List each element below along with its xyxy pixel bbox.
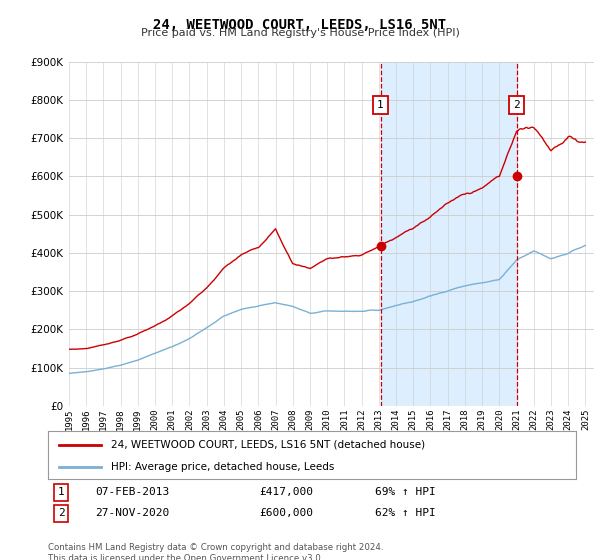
Text: 2: 2	[58, 508, 65, 519]
Text: 1: 1	[377, 100, 384, 110]
Text: £417,000: £417,000	[259, 487, 313, 497]
Text: 1: 1	[58, 487, 65, 497]
Text: Contains HM Land Registry data © Crown copyright and database right 2024.
This d: Contains HM Land Registry data © Crown c…	[48, 543, 383, 560]
Text: 24, WEETWOOD COURT, LEEDS, LS16 5NT (detached house): 24, WEETWOOD COURT, LEEDS, LS16 5NT (det…	[112, 440, 425, 450]
Text: HPI: Average price, detached house, Leeds: HPI: Average price, detached house, Leed…	[112, 462, 335, 472]
Text: 07-FEB-2013: 07-FEB-2013	[95, 487, 170, 497]
Text: Price paid vs. HM Land Registry's House Price Index (HPI): Price paid vs. HM Land Registry's House …	[140, 28, 460, 38]
Text: 24, WEETWOOD COURT, LEEDS, LS16 5NT: 24, WEETWOOD COURT, LEEDS, LS16 5NT	[154, 18, 446, 32]
Text: 69% ↑ HPI: 69% ↑ HPI	[376, 487, 436, 497]
Text: 62% ↑ HPI: 62% ↑ HPI	[376, 508, 436, 519]
Text: 2: 2	[513, 100, 520, 110]
Text: £600,000: £600,000	[259, 508, 313, 519]
Bar	[380, 62, 517, 406]
Text: 27-NOV-2020: 27-NOV-2020	[95, 508, 170, 519]
